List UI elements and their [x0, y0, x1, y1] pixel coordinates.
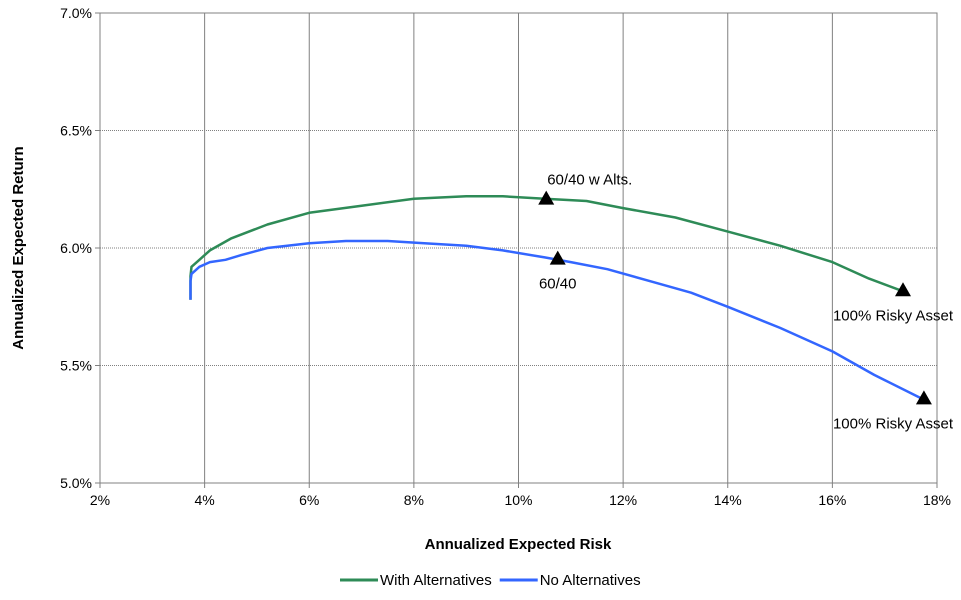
point-marker-triangle [894, 282, 911, 297]
series-line-no-alternatives [189, 239, 922, 400]
x-tick-label: 10% [504, 492, 532, 508]
point-marker-triangle [549, 250, 566, 265]
point-annotation-label: 100% Risky Asset [833, 307, 954, 324]
x-tick-label: 6% [299, 492, 319, 508]
point-annotation-label: 60/40 [539, 276, 577, 293]
point-marker-triangle [915, 390, 932, 405]
legend-label: With Alternatives [380, 572, 492, 589]
series-lines [189, 195, 922, 400]
x-axis-ticks: 2% 4% 6% 8% 10% 12% 14% 16% 18% [90, 483, 951, 508]
point-marker-triangle [538, 190, 555, 205]
legend: With Alternatives No Alternatives [340, 572, 641, 589]
x-tick-label: 4% [195, 492, 215, 508]
x-tick-label: 12% [609, 492, 637, 508]
x-tick-label: 18% [923, 492, 951, 508]
y-tick-label: 6.5% [60, 123, 92, 139]
y-tick-label: 6.0% [60, 240, 92, 256]
x-axis-title: Annualized Expected Risk [425, 536, 612, 553]
point-annotation-label: 60/40 w Alts. [547, 172, 632, 189]
y-tick-label: 7.0% [60, 5, 92, 21]
x-tick-label: 8% [404, 492, 424, 508]
x-tick-label: 2% [90, 492, 110, 508]
grid-lines [100, 13, 937, 483]
point-annotation-label: 100% Risky Asset [833, 415, 954, 432]
y-axis-ticks: 5.0% 5.5% 6.0% 6.5% 7.0% [60, 5, 100, 491]
y-tick-label: 5.5% [60, 358, 92, 374]
y-tick-label: 5.0% [60, 475, 92, 491]
series-line-with-alternatives [189, 195, 901, 300]
point-markers: 60/40 w Alts. 60/40 100% Risky Asset 100% R… [538, 172, 954, 432]
x-tick-label: 16% [818, 492, 846, 508]
x-tick-label: 14% [714, 492, 742, 508]
y-axis-title: Annualized Expected Return [10, 146, 27, 349]
legend-label: No Alternatives [540, 572, 641, 589]
